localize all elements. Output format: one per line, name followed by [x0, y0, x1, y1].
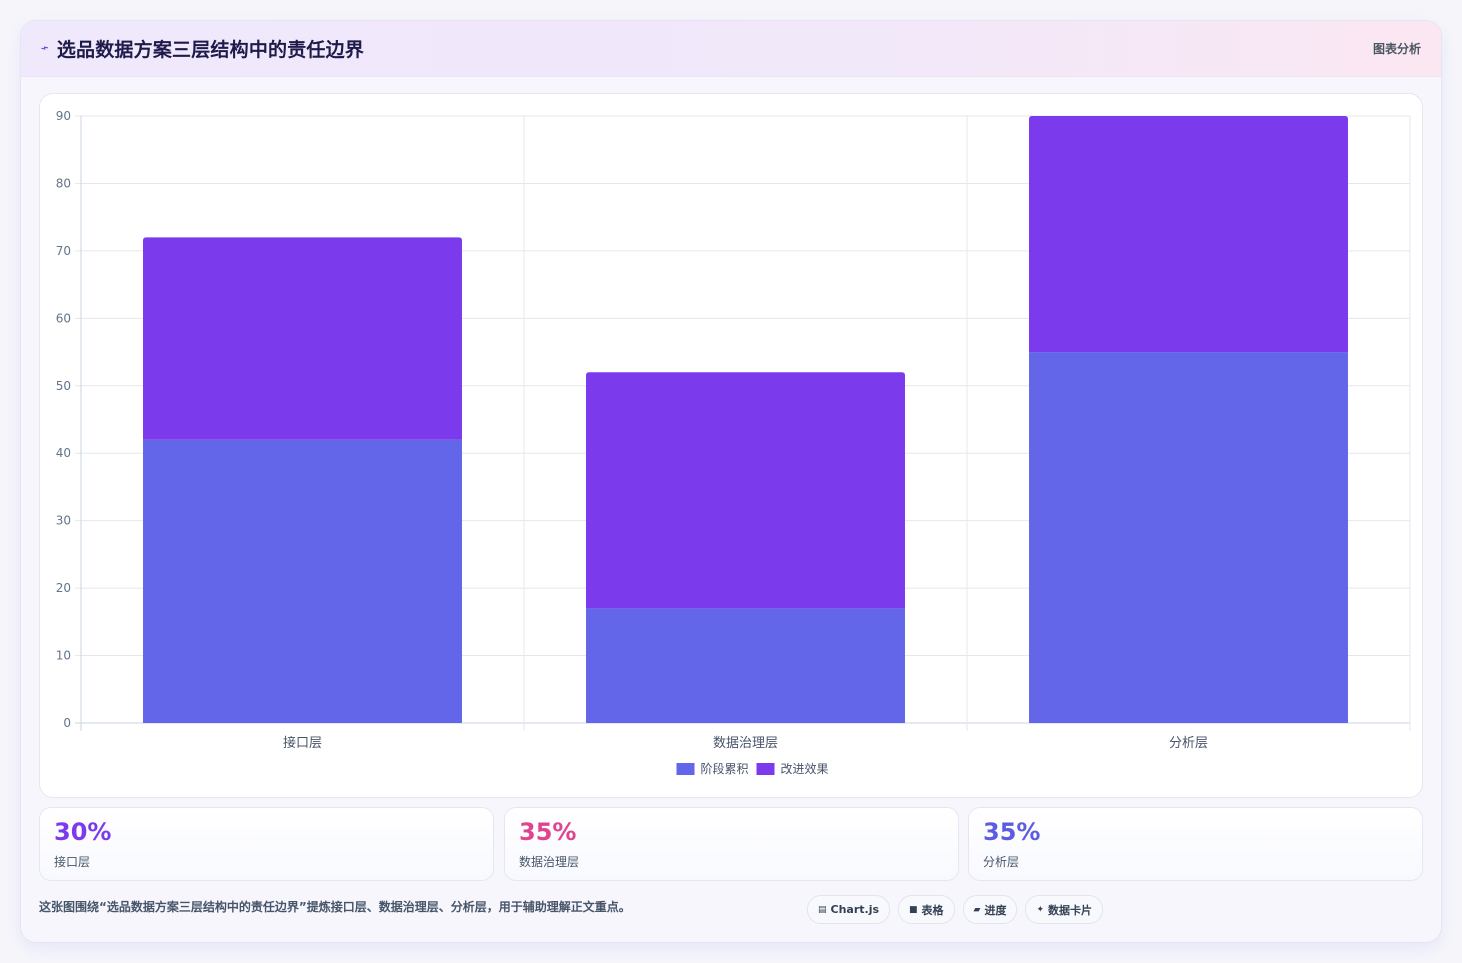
- page-title: 选品数据方案三层结构中的责任边界: [56, 39, 365, 61]
- y-tick-label: 0: [63, 716, 71, 730]
- legend-label: 改进效果: [781, 761, 829, 776]
- x-tick-label: 数据治理层: [713, 736, 778, 751]
- y-tick-label: 30: [56, 514, 71, 528]
- y-tick-label: 80: [56, 176, 71, 190]
- legend-swatch: [756, 763, 775, 775]
- chart-area: 0 10 20 30 40 50 60 70 80 90 接口层 数据治理层 分析层阶段累积 改进效果: [39, 93, 1423, 798]
- x-tick-label: 分析层: [1169, 736, 1208, 751]
- stat-card-governance: 35% 数据治理层: [504, 807, 959, 881]
- y-tick-label: 60: [56, 311, 71, 325]
- chart-card: ⌁ 选品数据方案三层结构中的责任边界 图表分析 0 10 20 30 40 50 60 70 8…: [20, 20, 1442, 943]
- chip-label: 进度: [984, 903, 1007, 917]
- chip-label: 表格: [921, 903, 944, 917]
- stat-label: 数据治理层: [519, 855, 580, 869]
- y-tick-label: 20: [56, 581, 71, 595]
- stat-label: 接口层: [54, 855, 91, 869]
- sparkle-icon: ✦: [1036, 904, 1045, 915]
- chip-label: Chart.js: [830, 903, 880, 916]
- bar-segment: [586, 608, 905, 723]
- chip-table[interactable]: ■ 表格: [898, 895, 955, 924]
- bar-segment: [1029, 352, 1348, 723]
- y-tick-label: 40: [56, 446, 71, 460]
- stat-card-interface: 30% 接口层: [39, 807, 494, 881]
- bar-segment: [586, 372, 905, 609]
- stat-card-analysis: 35% 分析层: [968, 807, 1423, 881]
- chip-progress[interactable]: ▰ 进度: [962, 895, 1018, 924]
- stat-value: 35%: [983, 818, 1041, 846]
- y-tick-label: 50: [56, 379, 71, 393]
- legend-swatch: [676, 763, 695, 775]
- table-icon: ■: [909, 904, 918, 915]
- chip-data-card[interactable]: ✦ 数据卡片: [1025, 895, 1104, 924]
- bar-segment: [1029, 116, 1348, 353]
- card-header: ⌁ 选品数据方案三层结构中的责任边界 图表分析: [21, 21, 1441, 77]
- y-tick-label: 90: [56, 109, 71, 123]
- x-tick-label: 接口层: [283, 735, 322, 751]
- stat-value: 35%: [519, 818, 577, 846]
- chart-analysis-link[interactable]: 图表分析: [1372, 42, 1421, 56]
- y-tick-label: 10: [56, 649, 71, 663]
- chip-chartjs[interactable]: ▤ Chart.js: [807, 895, 891, 924]
- bar-segment: [143, 237, 462, 440]
- chart-icon: ▤: [818, 904, 827, 915]
- chart-caption: 这张图围绕“选品数据方案三层结构中的责任边界”提炼接口层、数据治理层、分析层，用…: [39, 900, 631, 914]
- progress-icon: ▰: [973, 904, 981, 915]
- stat-cards: 30% 接口层 35% 数据治理层 35% 分析层: [39, 807, 1423, 881]
- y-tick-label: 70: [56, 244, 71, 258]
- stat-label: 分析层: [983, 855, 1020, 869]
- title-wrap: ⌁ 选品数据方案三层结构中的责任边界: [38, 35, 365, 62]
- stat-value: 30%: [54, 818, 112, 846]
- legend-label: 阶段累积: [701, 761, 749, 776]
- tech-chips: ▤ Chart.js ■ 表格 ▰ 进度 ✦ 数据卡片: [807, 895, 1104, 924]
- chart-line-icon: ⌁: [38, 40, 52, 57]
- bar-segment: [143, 439, 462, 723]
- chip-label: 数据卡片: [1048, 903, 1093, 917]
